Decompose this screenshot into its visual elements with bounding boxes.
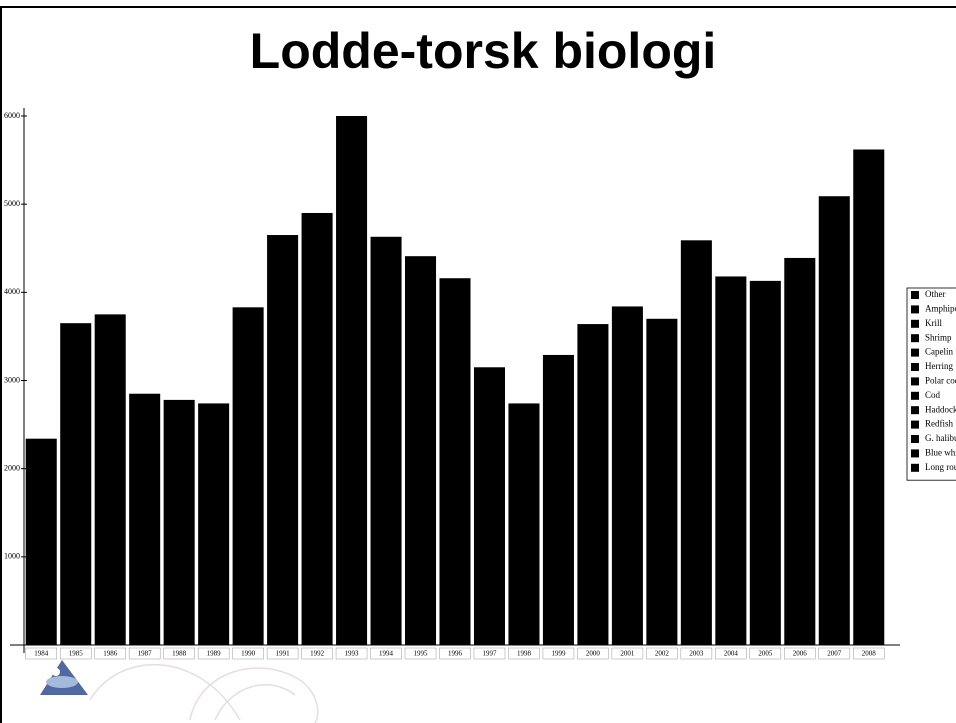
x-tick-label: 2001 — [620, 650, 635, 658]
bar — [267, 235, 298, 645]
legend-swatch — [911, 406, 919, 414]
x-tick-label: 1992 — [310, 650, 325, 658]
bar — [853, 150, 884, 645]
bar — [577, 324, 608, 645]
bar — [439, 278, 470, 645]
legend-label: Long rough dab — [925, 462, 956, 472]
bar — [612, 306, 643, 645]
bar — [474, 367, 505, 645]
legend-swatch — [911, 334, 919, 342]
legend-label: Blue whiting — [925, 447, 956, 457]
legend-swatch — [911, 349, 919, 357]
bar — [336, 116, 367, 645]
legend-label: G. halibut — [925, 433, 956, 443]
bar — [819, 196, 850, 645]
x-tick-label: 2003 — [689, 650, 704, 658]
legend-label: Other — [925, 289, 946, 299]
page: {"chart_data": {"type": "bar", "title": … — [0, 0, 956, 723]
bar — [198, 403, 229, 645]
bar — [405, 256, 436, 645]
x-tick-label: 1990 — [241, 650, 256, 658]
legend-label: Herring — [925, 361, 953, 371]
x-tick-label: 2008 — [862, 650, 877, 658]
legend-label: Shrimp — [925, 332, 952, 342]
legend-swatch — [911, 305, 919, 313]
x-tick-label: 1999 — [551, 650, 566, 658]
bar — [26, 439, 57, 645]
bar — [681, 240, 712, 645]
bar — [233, 307, 264, 645]
legend-swatch — [911, 291, 919, 299]
legend-swatch — [911, 392, 919, 400]
legend-label: Cod — [925, 390, 941, 400]
x-tick-label: 2002 — [655, 650, 670, 658]
legend-swatch — [911, 377, 919, 385]
bar — [371, 237, 402, 645]
legend-swatch — [911, 435, 919, 443]
bar — [715, 276, 746, 645]
legend-swatch — [911, 449, 919, 457]
y-tick-label: 4000 — [4, 287, 20, 296]
x-tick-label: 2000 — [586, 650, 601, 658]
x-tick-label: 2004 — [724, 650, 739, 658]
y-tick-label: 5000 — [4, 199, 20, 208]
bar — [646, 319, 677, 645]
legend-label: Redfish — [925, 419, 953, 429]
legend-label: Krill — [925, 318, 942, 328]
x-tick-label: 1987 — [138, 650, 153, 658]
bar — [164, 400, 195, 645]
bar — [750, 281, 781, 645]
x-tick-label: 1995 — [414, 650, 429, 658]
x-tick-label: 1988 — [172, 650, 187, 658]
x-tick-label: 1985 — [69, 650, 84, 658]
y-tick-label: 2000 — [4, 463, 20, 472]
bar — [60, 323, 91, 645]
x-tick-label: 1998 — [517, 650, 532, 658]
bar — [129, 394, 160, 645]
legend-swatch — [911, 421, 919, 429]
x-tick-label: 1996 — [448, 650, 463, 658]
legend-swatch — [911, 464, 919, 472]
x-tick-label: 1994 — [379, 650, 394, 658]
legend-swatch — [911, 363, 919, 371]
x-tick-label: 1989 — [207, 650, 222, 658]
bar — [784, 258, 815, 645]
legend-label: Polar cod — [925, 375, 956, 385]
y-tick-label: 6000 — [4, 111, 20, 120]
legend-label: Amphipods — [925, 303, 956, 313]
x-tick-label: 2006 — [793, 650, 808, 658]
bar — [95, 314, 126, 645]
slide: Lodde-torsk biologi 1000 2000 3000 4000 5000… — [0, 0, 956, 723]
x-tick-label: 2005 — [758, 650, 773, 658]
y-tick-label: 1000 — [4, 552, 20, 561]
x-tick-label: 1997 — [482, 650, 497, 658]
legend-label: Haddock — [925, 404, 956, 414]
x-tick-label: 1993 — [345, 650, 360, 658]
x-tick-label: 1986 — [103, 650, 118, 658]
legend-label: Capelin — [925, 347, 953, 357]
x-tick-label: 2007 — [827, 650, 842, 658]
bar — [508, 403, 539, 645]
x-tick-label: 1984 — [34, 650, 49, 658]
chart-title: Lodde-torsk biologi — [250, 23, 717, 79]
legend-swatch — [911, 320, 919, 328]
x-tick-label: 1991 — [276, 650, 291, 658]
bar — [543, 355, 574, 645]
y-tick-label: 3000 — [4, 375, 20, 384]
bar — [302, 213, 333, 645]
